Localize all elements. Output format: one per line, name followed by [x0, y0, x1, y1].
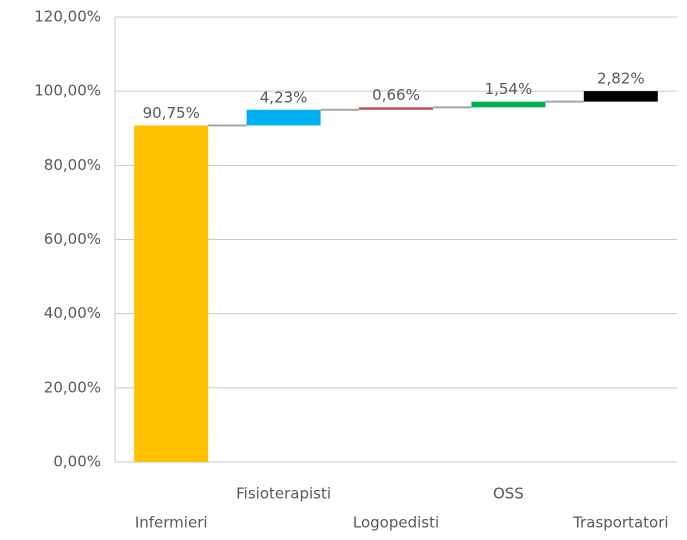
y-tick-label: 80,00%	[44, 156, 101, 174]
y-tick-label: 60,00%	[44, 230, 101, 248]
y-tick-label: 0,00%	[53, 453, 101, 471]
bar	[246, 109, 321, 126]
data-label: 2,82%	[597, 70, 645, 88]
x-tick-label: Logopedisti	[353, 514, 439, 532]
bar	[471, 101, 546, 108]
bar	[583, 91, 658, 102]
data-label: 4,23%	[260, 88, 308, 106]
x-tick-label: Fisioterapisti	[236, 485, 331, 503]
y-tick-label: 40,00%	[44, 304, 101, 322]
y-tick-label: 20,00%	[44, 378, 101, 396]
bar	[134, 125, 209, 462]
data-label: 90,75%	[143, 104, 200, 122]
y-tick-label: 120,00%	[34, 8, 101, 26]
y-tick-label: 100,00%	[34, 82, 101, 100]
data-label: 1,54%	[485, 80, 533, 98]
x-tick-label: Infermieri	[135, 514, 208, 532]
bar	[359, 107, 433, 110]
x-tick-label: OSS	[493, 485, 524, 503]
x-tick-label: Trasportatori	[572, 514, 668, 532]
data-label: 0,66%	[372, 86, 420, 104]
